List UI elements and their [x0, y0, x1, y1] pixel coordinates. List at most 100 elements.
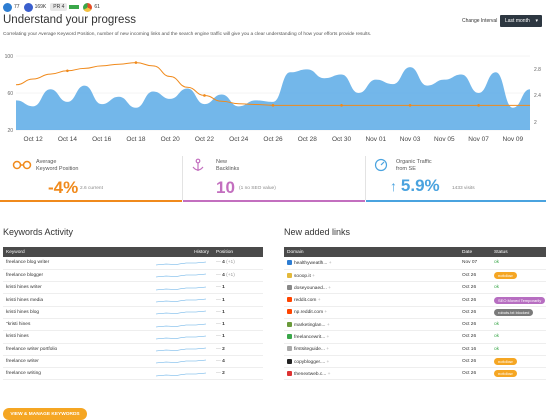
series-area — [16, 67, 530, 130]
position-cell: — 4 (+1) — [213, 257, 263, 270]
domain-cell[interactable]: healthyweatlh... + — [284, 257, 459, 270]
table-row[interactable]: reddit.com + Oct 26 SEO Moved Temporaril… — [284, 293, 546, 307]
table-row[interactable]: copyblogger.... + Oct 26 nofollow — [284, 355, 546, 369]
series-point — [477, 104, 480, 107]
domain-text[interactable]: np.reddit.com — [294, 310, 324, 316]
table-row[interactable]: freelance writer — 4 — [3, 355, 263, 369]
keyword-cell[interactable]: freelance writer — [3, 355, 153, 369]
view-manage-keywords-button[interactable]: VIEW & MANAGE KEYWORDS — [3, 408, 87, 420]
keyword-cell[interactable]: freelance blog writer — [3, 257, 153, 270]
table-row[interactable]: kristi hines blog — 1 — [3, 306, 263, 319]
dash-icon: — — [216, 297, 221, 303]
dash-icon: — — [216, 334, 221, 340]
table-row[interactable]: marketinglan... + Oct 26 ok — [284, 318, 546, 332]
table-row[interactable]: firstsiteguide... + Oct 16 ok — [284, 343, 546, 356]
table-row[interactable]: sooop.it + Oct 26 nofollow — [284, 269, 546, 283]
date-cell: Oct 26 — [459, 318, 491, 332]
domain-cell[interactable]: sooop.it + — [284, 269, 459, 283]
keyword-cell[interactable]: "kristi hines — [3, 318, 153, 332]
domain-cell[interactable]: firstsiteguide... + — [284, 343, 459, 356]
domain-text[interactable]: healthyweatlh... — [294, 260, 328, 266]
add-icon[interactable]: + — [317, 297, 321, 303]
keywords-table: Keyword History Position freelance blog … — [3, 247, 263, 381]
table-row[interactable]: kristi hines media — 1 — [3, 293, 263, 307]
table-row[interactable]: freelance writing — 2 — [3, 367, 263, 381]
history-sparkline — [156, 274, 206, 278]
domain-text[interactable]: copyblogger.... — [294, 359, 326, 365]
change-interval-label: Change Interval — [462, 18, 498, 24]
date-cell: Oct 26 — [459, 367, 491, 381]
domain-cell[interactable]: freelancewrit... + — [284, 330, 459, 344]
table-row[interactable]: kristi hines — 1 — [3, 330, 263, 344]
domain-text[interactable]: thenextweb.c... — [294, 371, 327, 377]
keyword-cell[interactable]: kristi hines — [3, 330, 153, 344]
position-cell: — 4 — [213, 355, 263, 369]
add-icon[interactable]: + — [327, 371, 331, 377]
add-icon[interactable]: + — [324, 310, 328, 316]
domain-text[interactable]: sooop.it — [294, 273, 311, 279]
status-cell: SEO Moved Temporarily — [491, 293, 546, 307]
col-date[interactable]: Date — [459, 247, 491, 257]
domain-text[interactable]: freelancewrit... — [294, 334, 326, 340]
position-cell: — 1 — [213, 330, 263, 344]
table-row[interactable]: doseyounaed... + Oct 26 ok — [284, 281, 546, 295]
domain-cell[interactable]: doseyounaed... + — [284, 281, 459, 295]
domain-cell[interactable]: marketinglan... + — [284, 318, 459, 332]
table-row[interactable]: freelancewrit... + Oct 26 ok — [284, 330, 546, 344]
series-point — [340, 104, 343, 107]
history-cell — [153, 367, 213, 381]
add-icon[interactable]: + — [326, 334, 330, 340]
domain-cell[interactable]: reddit.com + — [284, 293, 459, 307]
favicon-icon — [287, 321, 292, 327]
table-row[interactable]: "kristi hines — 1 — [3, 318, 263, 332]
dash-icon: — — [216, 272, 221, 278]
col-status[interactable]: Status — [491, 247, 546, 257]
domain-cell[interactable]: np.reddit.com + — [284, 306, 459, 319]
col-history[interactable]: History — [153, 247, 213, 257]
add-icon[interactable]: + — [328, 260, 332, 266]
col-domain[interactable]: Domain — [284, 247, 459, 257]
favicon-icon — [287, 284, 292, 290]
table-row[interactable]: freelance writer portfolio — 2 — [3, 343, 263, 356]
add-icon[interactable]: + — [312, 273, 315, 279]
domain-text[interactable]: reddit.com — [294, 297, 317, 303]
table-row[interactable]: np.reddit.com + Oct 26 robots.txt blocke… — [284, 306, 546, 319]
keyword-cell[interactable]: kristi hines writer — [3, 281, 153, 295]
table-row[interactable]: freelance blog writer — 4 (+1) — [3, 257, 263, 270]
add-icon[interactable]: + — [326, 322, 330, 328]
table-header: Domain Date Status — [284, 247, 546, 257]
interval-select[interactable]: Last month ▾ — [500, 15, 542, 27]
add-icon[interactable]: + — [328, 285, 331, 291]
col-keyword[interactable]: Keyword — [3, 247, 153, 257]
position-cell: — 2 — [213, 367, 263, 381]
stat-label: New Backlinks — [216, 159, 239, 173]
add-icon[interactable]: + — [326, 359, 330, 365]
links-title: New added links — [284, 227, 351, 237]
y-left-tick: 60 — [7, 91, 13, 97]
table-row[interactable]: thenextweb.c... + Oct 26 nofollow — [284, 367, 546, 381]
col-position[interactable]: Position — [213, 247, 263, 257]
table-row[interactable]: healthyweatlh... + Nov 07 ok — [284, 257, 546, 270]
x-tick-label: Oct 20 — [161, 136, 181, 143]
history-sparkline — [156, 335, 206, 340]
keyword-cell[interactable]: freelance blogger — [3, 269, 153, 283]
stat-label-1: New — [216, 159, 228, 165]
x-tick-label: Oct 26 — [263, 136, 283, 143]
keyword-cell[interactable]: kristi hines blog — [3, 306, 153, 319]
y-left-tick: 100 — [5, 54, 14, 60]
keyword-cell[interactable]: freelance writing — [3, 367, 153, 381]
table-row[interactable]: kristi hines writer — 1 — [3, 281, 263, 295]
domain-text[interactable]: doseyounaed... — [294, 285, 327, 291]
keyword-cell[interactable]: kristi hines media — [3, 293, 153, 307]
domain-cell[interactable]: thenextweb.c... + — [284, 367, 459, 381]
dash-icon: — — [216, 322, 221, 328]
domain-cell[interactable]: copyblogger.... + — [284, 355, 459, 369]
series-point — [408, 104, 412, 107]
history-sparkline — [156, 372, 206, 376]
domain-text[interactable]: marketinglan... — [294, 322, 326, 328]
add-icon[interactable]: + — [326, 347, 330, 353]
anchor-icon — [192, 158, 204, 171]
table-row[interactable]: freelance blogger — 4 (+1) — [3, 269, 263, 283]
keyword-cell[interactable]: freelance writer portfolio — [3, 343, 153, 356]
domain-text[interactable]: firstsiteguide... — [294, 347, 325, 353]
